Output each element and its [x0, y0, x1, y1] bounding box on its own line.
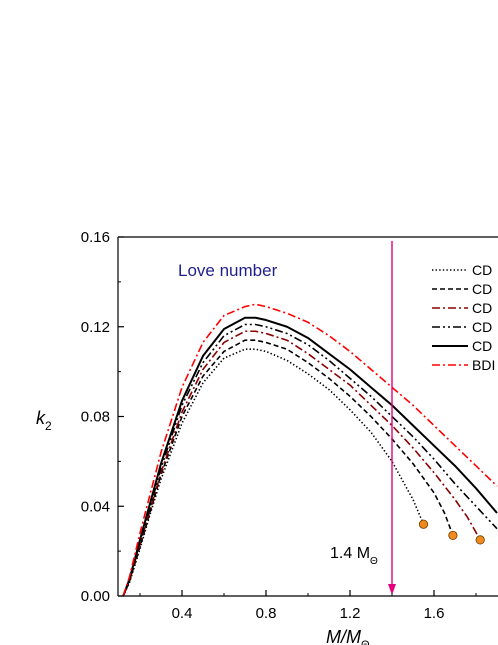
legend-label-6: BDI: [472, 357, 495, 373]
x-tick-label-0: 0.4: [172, 605, 193, 622]
x-tick-label-2: 1.2: [340, 605, 361, 622]
series-line-3: [122, 330, 481, 596]
series-line-1: [122, 348, 425, 596]
y-tick-label-3: 0.12: [81, 319, 110, 336]
y-tick-label-0: 0.00: [81, 588, 110, 605]
annotation-label-sub: Θ: [370, 556, 378, 567]
x-axis-title-sub: Θ: [361, 639, 370, 645]
endpoint-marker-1: [418, 519, 429, 529]
series-line-2: [122, 339, 454, 596]
y-tick-label-2: 0.08: [81, 409, 110, 426]
legend-label-3: CD: [472, 300, 492, 316]
endpoint-marker-2: [448, 530, 458, 541]
y-tick-label-1: 0.04: [81, 498, 110, 515]
legend: CD CD CD CD CD BDI: [432, 262, 495, 373]
y-tick-label-4: 0.16: [81, 229, 110, 246]
legend-label-1: CD: [472, 262, 492, 278]
legend-label-2: CD: [472, 281, 492, 297]
x-axis-title-main: M/M: [326, 627, 361, 645]
legend-label-5: CD: [472, 338, 492, 354]
y-axis-title-sub: 2: [45, 419, 52, 433]
endpoint-markers: [418, 519, 485, 545]
annotation-label-main: 1.4 M: [330, 545, 370, 562]
axis-ticks: 0.4 0.8 1.2 1.6 0.00 0.04 0.08 0.12 0.16: [81, 229, 477, 622]
mass-annotation: 1.4 MΘ: [330, 241, 396, 595]
annotation-arrow-head: [388, 584, 396, 595]
legend-label-4: CD: [472, 319, 492, 335]
series-layer: [122, 303, 498, 596]
series-line-4: [122, 323, 498, 596]
series-line-5: [122, 316, 498, 596]
x-tick-label-1: 0.8: [256, 605, 277, 622]
x-axis-title: M/MΘ: [326, 627, 370, 645]
x-tick-label-3: 1.6: [424, 605, 445, 622]
endpoint-marker-3: [475, 535, 485, 545]
annotation-label: 1.4 MΘ: [330, 545, 378, 567]
chart-title: Love number: [178, 261, 278, 280]
y-axis-title-main: k: [36, 408, 46, 428]
y-axis-title: k2: [36, 408, 52, 433]
series-line-6: [122, 303, 498, 596]
